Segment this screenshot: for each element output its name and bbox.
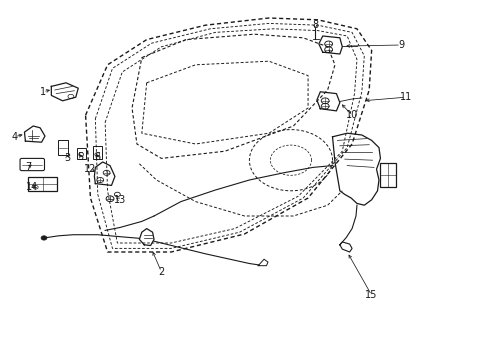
Text: 12: 12 [84,164,97,174]
Bar [77,148,85,159]
Text: 14: 14 [25,182,38,192]
Text: 15: 15 [365,290,377,300]
Text: 7: 7 [25,162,31,172]
FancyBboxPatch shape [20,158,44,171]
Text: 10: 10 [345,110,358,120]
Text: 13: 13 [113,195,126,205]
Circle shape [41,236,47,240]
Text: 3: 3 [64,153,70,163]
Text: 8: 8 [312,20,318,30]
Text: 2: 2 [158,267,164,277]
Bar [28,177,57,191]
Text: 5: 5 [78,152,83,162]
Text: 9: 9 [397,40,403,50]
Text: 6: 6 [95,152,101,162]
Text: 4: 4 [12,132,18,142]
Text: 1: 1 [40,87,46,97]
Bar [58,140,68,155]
Bar [93,146,102,159]
Text: 11: 11 [399,92,411,102]
Bar [380,163,395,187]
